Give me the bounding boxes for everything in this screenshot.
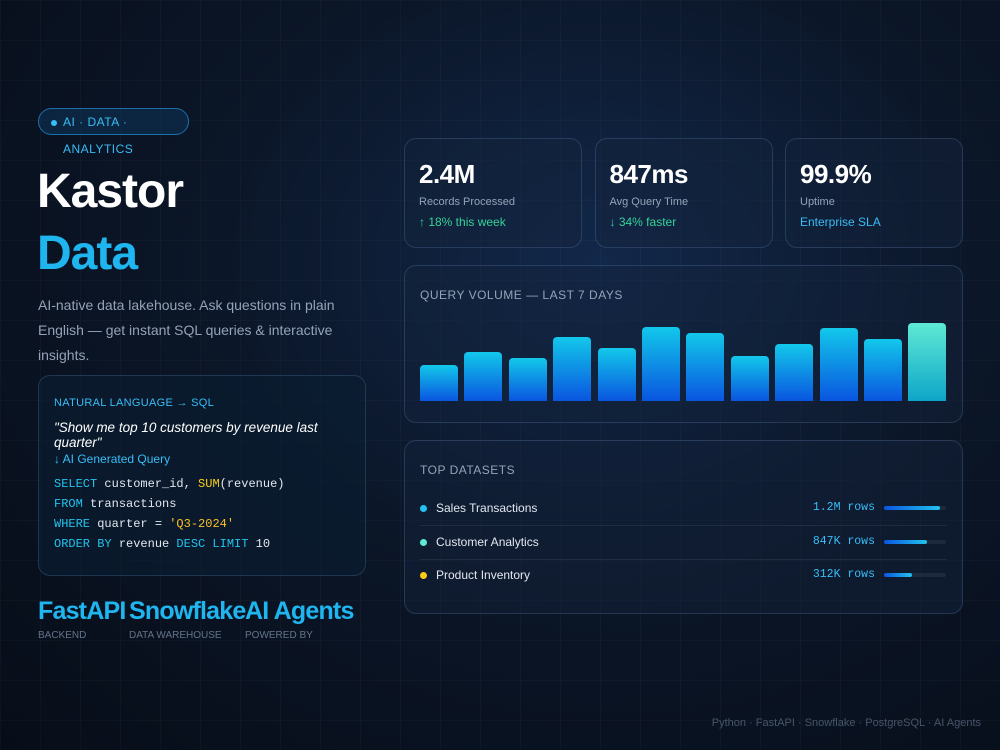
title: Kastor <box>37 165 184 218</box>
sql-token: revenue <box>118 537 177 551</box>
bar <box>508 358 547 401</box>
tech-sub: POWERED BY <box>245 630 313 641</box>
dataset-name: Customer Analytics <box>436 534 539 549</box>
badge: AI · DATA · ANALYTICS <box>38 108 189 156</box>
progress-bar <box>884 506 940 510</box>
sql-token: ORDER BY <box>54 537 119 551</box>
progress-bar <box>884 573 912 577</box>
sql-line: ORDER BY revenue DESC LIMIT 10 <box>54 534 284 554</box>
sql-line: FROM transactions <box>54 494 284 514</box>
divider <box>420 525 947 526</box>
sql-token: customer_id, <box>104 477 199 491</box>
sql-line: SELECT customer_id, SUM(revenue) <box>54 474 284 494</box>
divider <box>420 558 947 560</box>
tech-sub: DATA WAREHOUSE <box>129 630 222 641</box>
sql-token: WHERE <box>54 517 98 531</box>
sql-token: (revenue) <box>219 477 285 491</box>
tech-name: AI Agents <box>245 597 354 625</box>
sql-token: FROM <box>54 497 91 511</box>
sql-line: WHERE quarter = 'Q3-2024' <box>54 514 284 534</box>
dataset-dot <box>420 572 427 579</box>
stat-label: Records Processed <box>419 196 515 208</box>
footer: Python · FastAPI · Snowflake · PostgreSQ… <box>711 717 981 729</box>
stat-value: 2.4M <box>419 159 475 189</box>
generated-label: ↓ AI Generated Query <box>54 452 171 466</box>
dataset-name: Sales Transactions <box>436 501 538 515</box>
sql-code: SELECT customer_id, SUM(revenue) FROM tra… <box>54 474 284 554</box>
bar <box>597 348 636 401</box>
sql-token: quarter = <box>97 517 170 531</box>
dataset-name: Product Inventory <box>436 568 531 582</box>
chart-card: QUERY VOLUME — LAST 7 DAYS <box>404 265 963 423</box>
sql-token: SELECT <box>54 477 105 491</box>
bar <box>642 327 680 401</box>
tech-name: Snowflake <box>129 597 246 625</box>
bar <box>775 344 814 401</box>
bar <box>553 337 592 401</box>
bar <box>730 356 769 401</box>
tech-name: FastAPI <box>38 597 126 625</box>
dataset-dot <box>420 538 427 546</box>
stat-note: ↓ 34% faster <box>609 215 677 229</box>
stat-card: 99.9% Uptime Enterprise SLA <box>785 138 963 248</box>
tech-sub: BACKEND <box>38 630 87 641</box>
sql-token: SUM <box>198 477 220 491</box>
stat-note: Enterprise SLA <box>800 215 881 229</box>
dataset-value: 1.2M rows <box>812 501 875 514</box>
stat-card: 2.4M Records Processed ↑ 18% this week <box>404 138 582 248</box>
bar <box>464 352 503 401</box>
stat-label: Avg Query Time <box>609 196 689 208</box>
stat-label: Uptime <box>800 196 835 208</box>
sql-token: transactions <box>90 497 177 511</box>
description: AI-native data lakehouse. Ask questions … <box>38 297 335 363</box>
dataset-value: 312K rows <box>812 568 875 581</box>
progress-track <box>884 506 946 510</box>
progress-track <box>884 539 946 544</box>
query-label: NATURAL LANGUAGE → SQL <box>54 397 215 409</box>
datasets-title: TOP DATASETS <box>420 463 516 477</box>
datasets-card: TOP DATASETS Sales Transactions 1.2M rows… <box>404 440 963 614</box>
progress-bar <box>884 539 928 544</box>
question: "Show me top 10 customers by revenue las… <box>54 420 318 450</box>
dataset-dot <box>420 505 427 512</box>
sql-token: DESC LIMIT <box>176 537 256 551</box>
sql-token: 'Q3-2024' <box>169 517 235 531</box>
bar <box>819 328 858 401</box>
bar <box>864 339 902 401</box>
sql-token: 10 <box>255 537 271 551</box>
bar <box>908 323 947 401</box>
title-accent: Data <box>37 227 138 280</box>
chart-title: QUERY VOLUME — LAST 7 DAYS <box>420 288 623 302</box>
stat-value: 99.9% <box>800 159 872 189</box>
query-card: NATURAL LANGUAGE → SQL "Show me top 10 c… <box>38 375 366 576</box>
stat-note: ↑ 18% this week <box>419 215 506 229</box>
bar <box>686 333 725 401</box>
bar <box>420 365 458 401</box>
dataset-value: 847K rows <box>812 534 875 548</box>
stat-value: 847ms <box>609 159 689 189</box>
progress-track <box>884 573 946 577</box>
stat-card: 847ms Avg Query Time ↓ 34% faster <box>594 138 773 248</box>
